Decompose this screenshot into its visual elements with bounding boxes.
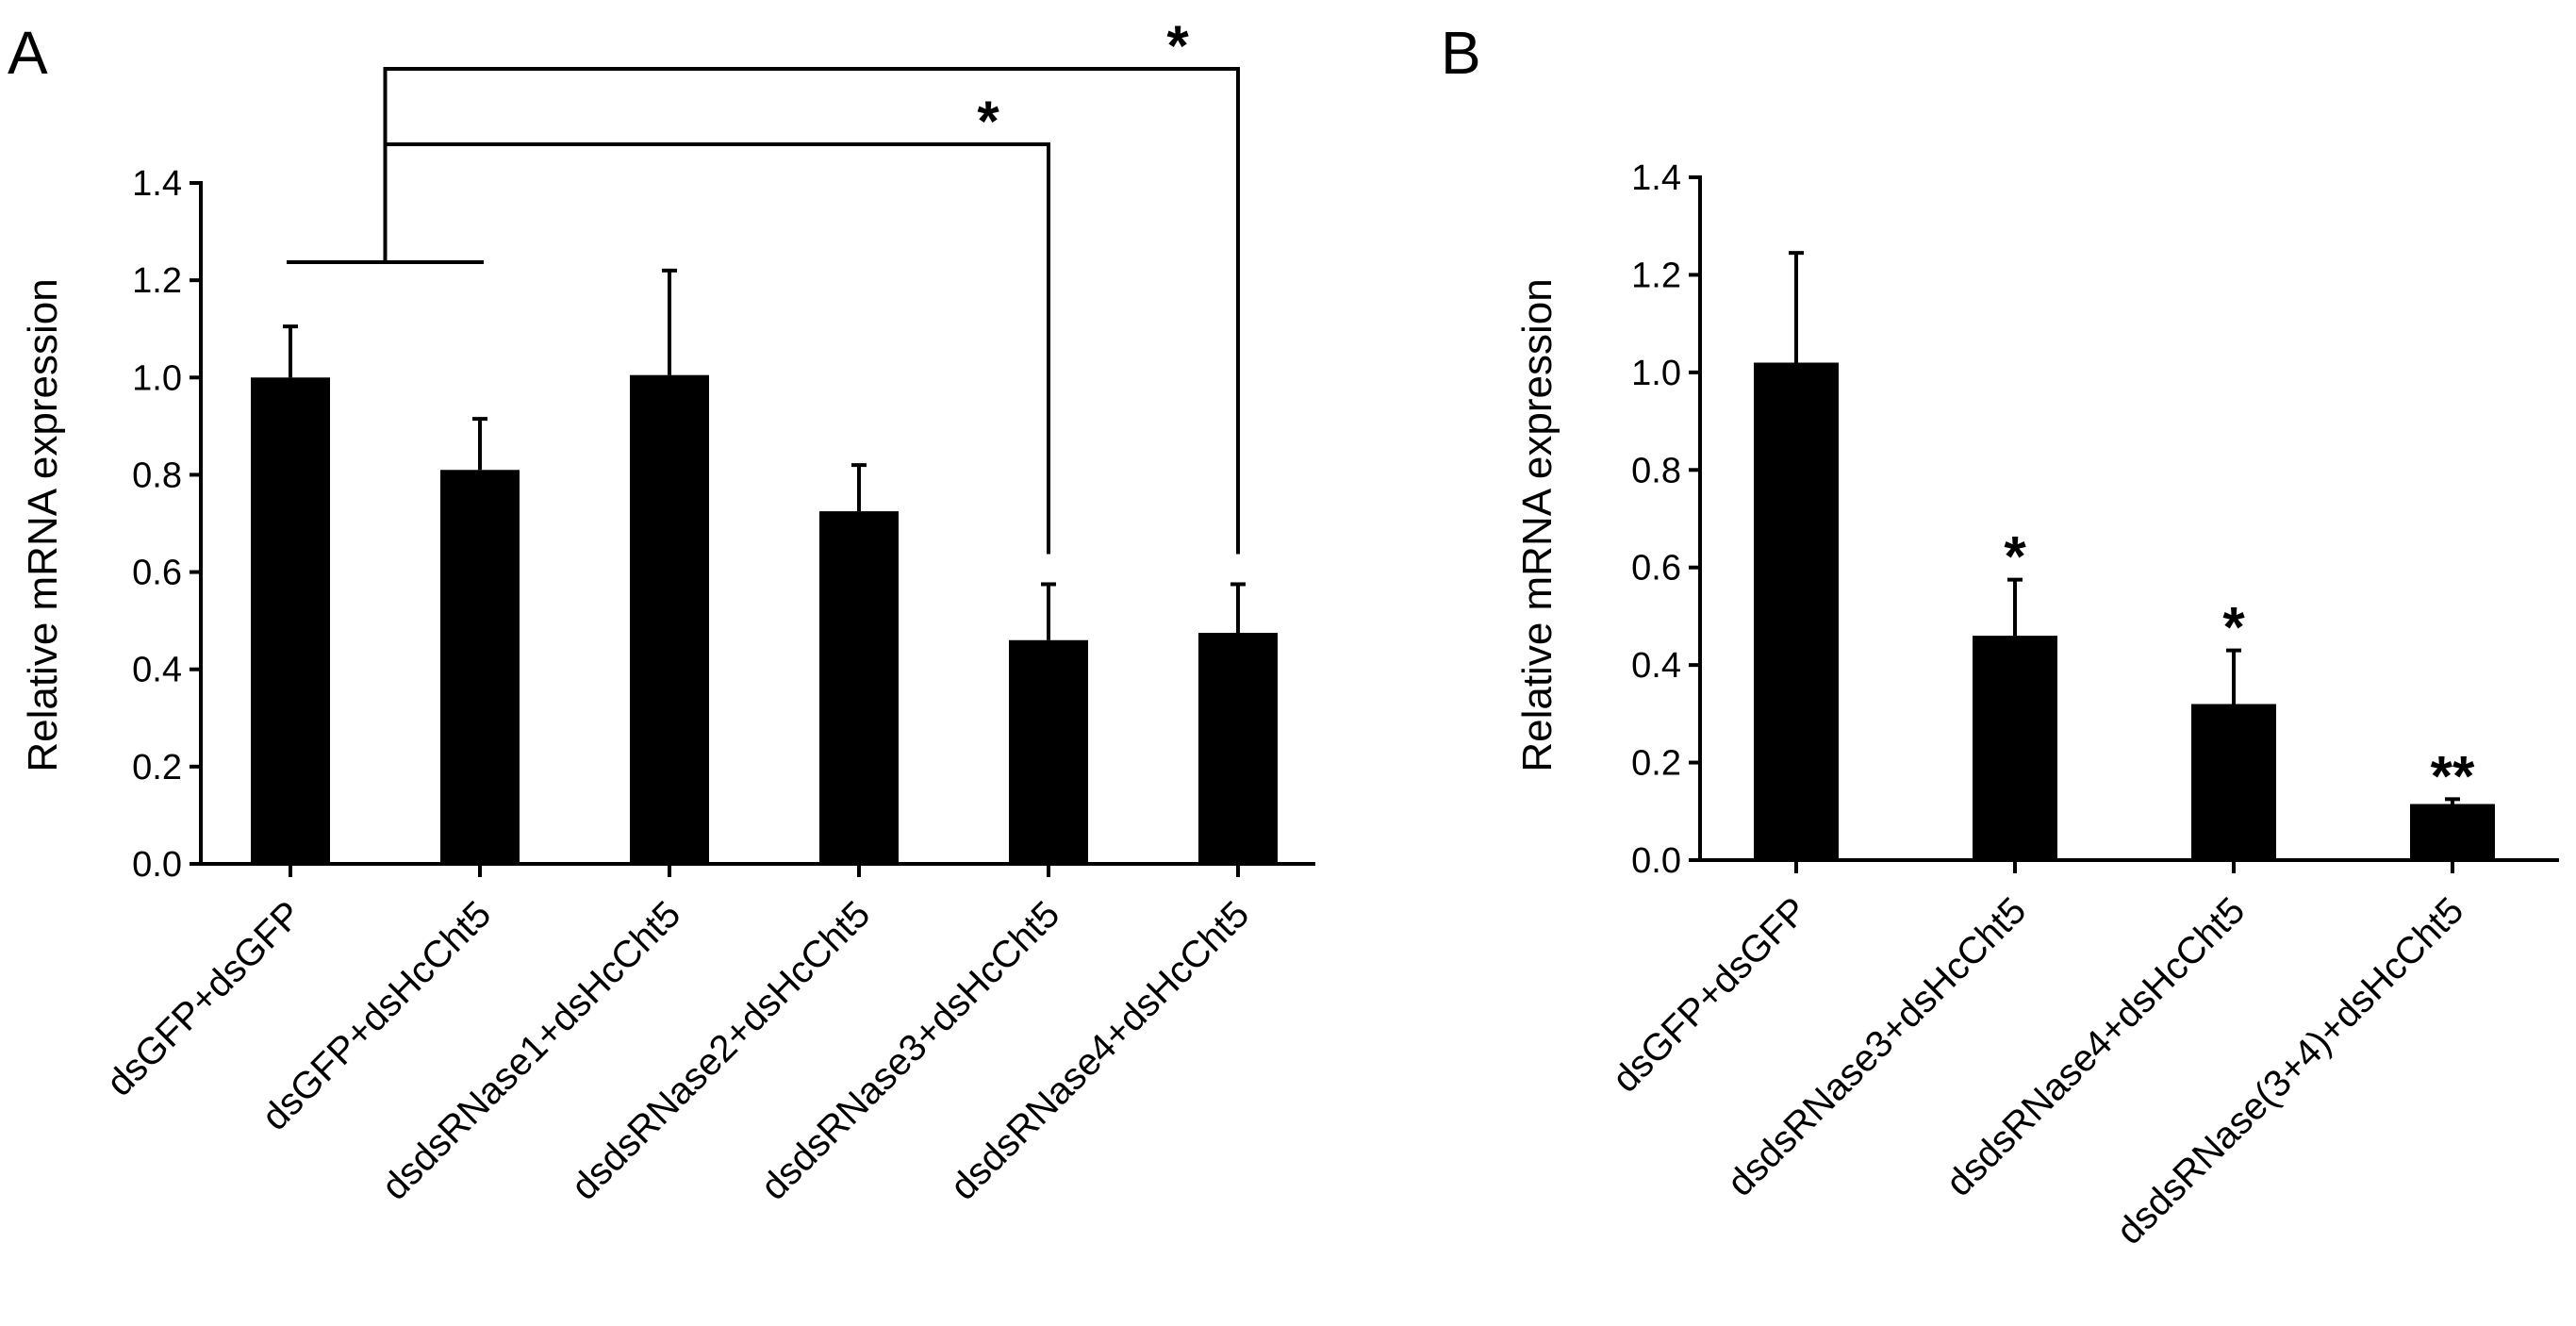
panel-b-y-axis-label: Relative mRNA expression — [1514, 278, 1560, 771]
bar-1 — [251, 377, 330, 864]
panel-a-letter: A — [8, 19, 48, 87]
bar-6 — [1198, 633, 1278, 864]
panel-a-y-axis-label: Relative mRNA expression — [20, 278, 66, 771]
y-tick-label: 1.4 — [132, 164, 182, 204]
comparison-significance: * — [1166, 14, 1189, 77]
bar-5 — [1009, 639, 1088, 864]
y-tick-label: 1.4 — [1631, 158, 1681, 198]
significance-marker: * — [2004, 525, 2026, 588]
comparison-bracket — [383, 67, 1240, 555]
bar-2 — [440, 470, 520, 864]
bar-4 — [2410, 804, 2495, 860]
x-tick-label: dsdsRNase(3+4)+dsHcCht5 — [2109, 889, 2472, 1252]
bar-2 — [1973, 636, 2057, 860]
x-tick-label: dsdsRNase1+dsHcCht5 — [374, 893, 689, 1208]
x-tick-label: dsdsRNase3+dsHcCht5 — [753, 893, 1068, 1208]
y-tick-label: 0.4 — [132, 651, 182, 690]
x-tick-label: dsdsRNase4+dsHcCht5 — [943, 893, 1258, 1208]
y-tick-label: 0.6 — [132, 554, 182, 593]
y-tick-label: 1.2 — [1631, 256, 1681, 295]
bar-3 — [2191, 704, 2276, 860]
y-tick-label: 1.0 — [1631, 354, 1681, 393]
y-tick-label: 0.8 — [132, 456, 182, 495]
bar-1 — [1754, 362, 1839, 860]
y-tick-label: 1.0 — [132, 358, 182, 398]
y-tick-label: 0.2 — [1631, 744, 1681, 784]
panel-b-chart: B Relative mRNA expression 0.0 0.2 0.4 0.6 0… — [1441, 19, 2559, 1252]
x-tick-label: dsGFP+dsGFP — [1605, 889, 1816, 1101]
panel-a-chart: A Relative mRNA expression 0.0 0.2 0.4 0.6 0… — [8, 14, 1315, 1208]
bar-3 — [630, 374, 709, 864]
y-tick-label: 0.4 — [1631, 646, 1681, 686]
y-tick-label: 0.0 — [1631, 841, 1681, 881]
y-tick-label: 0.2 — [132, 748, 182, 787]
y-tick-label: 1.2 — [132, 261, 182, 301]
panel-b-letter: B — [1441, 19, 1481, 87]
x-tick-label: dsGFP+dsGFP — [99, 893, 310, 1104]
y-tick-label: 0.0 — [132, 845, 182, 885]
significance-marker: * — [2222, 596, 2245, 659]
x-tick-label: dsdsRNase2+dsHcCht5 — [564, 893, 879, 1208]
y-tick-label: 0.6 — [1631, 549, 1681, 588]
y-tick-label: 0.8 — [1631, 451, 1681, 490]
comparison-significance: * — [977, 90, 999, 153]
bar-4 — [819, 511, 899, 864]
significance-marker: ** — [2431, 744, 2475, 807]
